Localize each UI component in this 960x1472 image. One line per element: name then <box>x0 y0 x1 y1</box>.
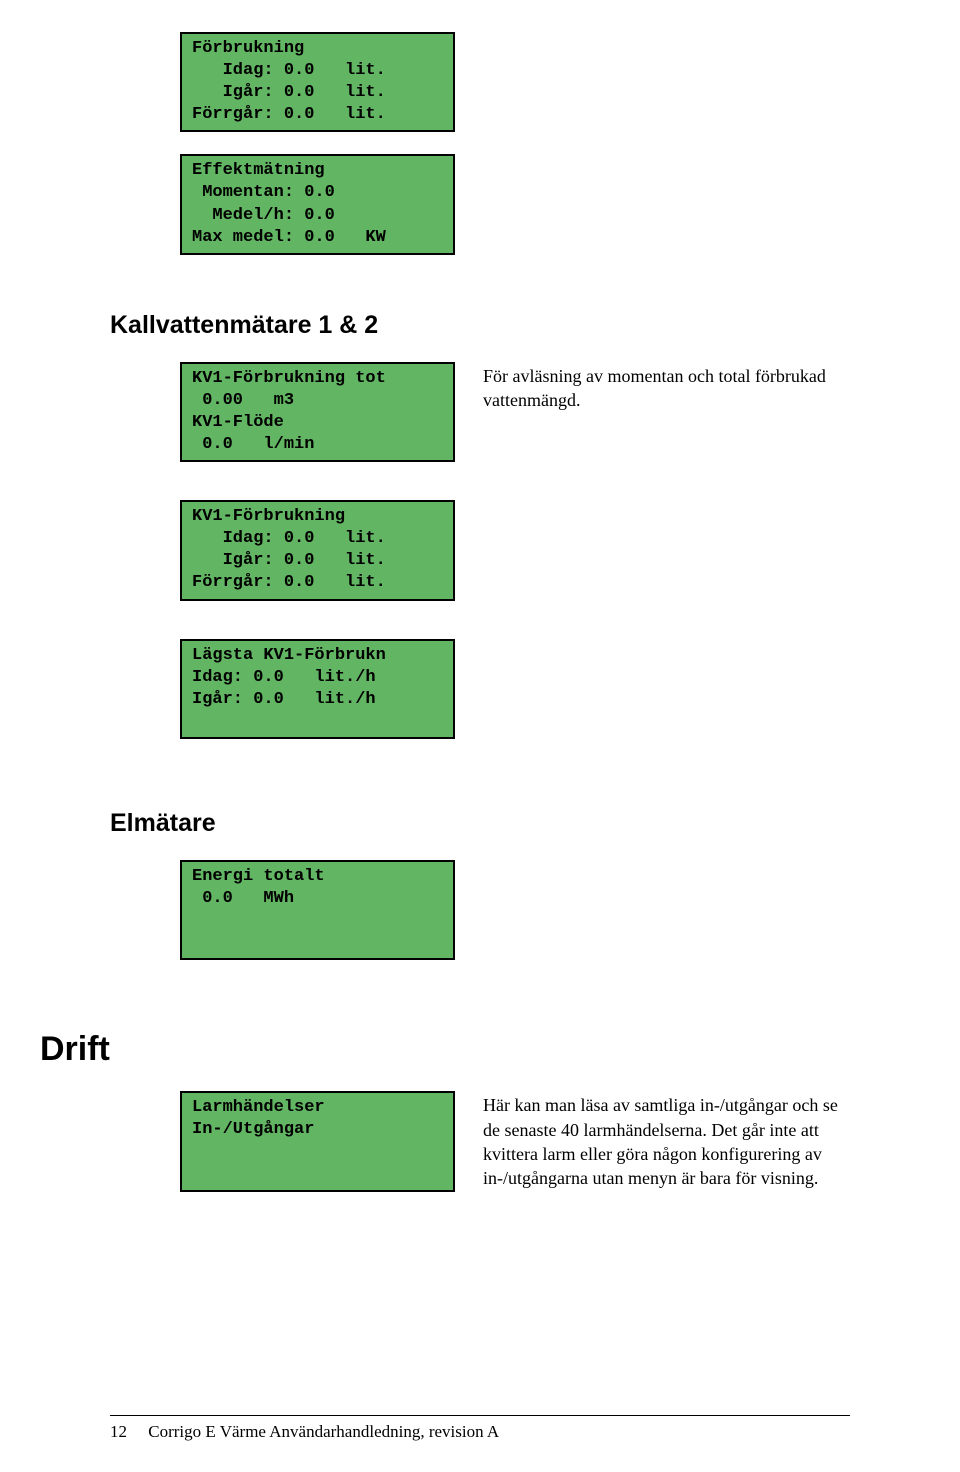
page-number: 12 <box>110 1422 127 1441</box>
panel-kv1-lagsta: Lägsta KV1-Förbrukn Idag: 0.0 lit./h Igå… <box>180 639 455 739</box>
panel-energi-totalt: Energi totalt 0.0 MWh <box>180 860 455 960</box>
panel-kv1-tot: KV1-Förbrukning tot 0.00 m3 KV1-Flöde 0.… <box>180 362 455 462</box>
page: Förbrukning Idag: 0.0 lit. Igår: 0.0 lit… <box>0 0 960 1472</box>
heading-elmatare: Elmätare <box>110 809 850 838</box>
description-drift: Här kan man läsa av samtliga in-/utgånga… <box>483 1091 850 1190</box>
panel-forbrukning: Förbrukning Idag: 0.0 lit. Igår: 0.0 lit… <box>180 32 455 132</box>
heading-drift: Drift <box>40 1030 850 1069</box>
description-kv1: För avläsning av momentan och total förb… <box>483 362 850 413</box>
panel-effektmatning: Effektmätning Momentan: 0.0 Medel/h: 0.0… <box>180 154 455 254</box>
panel-kv1-forbrukning: KV1-Förbrukning Idag: 0.0 lit. Igår: 0.0… <box>180 500 455 600</box>
footer-title: Corrigo E Värme Användarhandledning, rev… <box>148 1422 499 1441</box>
panel-larmhandelser: Larmhändelser In-/Utgångar <box>180 1091 455 1191</box>
footer-rule <box>110 1415 850 1416</box>
page-footer: 12 Corrigo E Värme Användarhandledning, … <box>0 1415 960 1442</box>
heading-kallvattenmatare: Kallvattenmätare 1 & 2 <box>110 311 850 340</box>
